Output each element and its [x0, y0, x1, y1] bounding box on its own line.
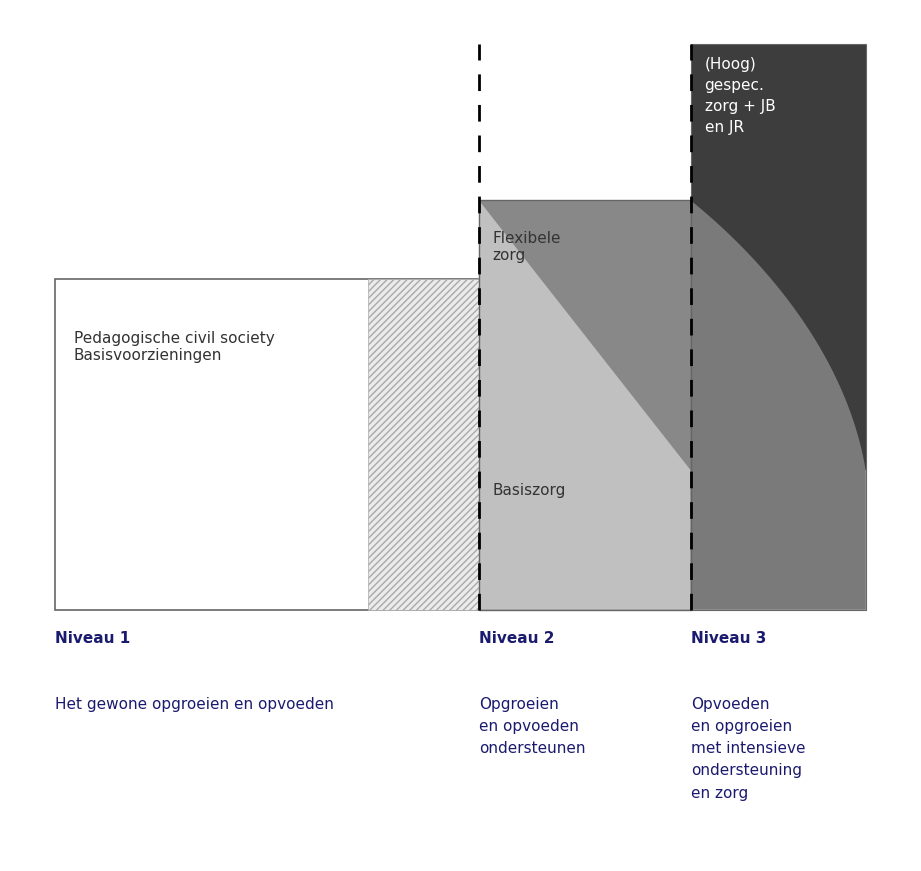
Bar [55, 279, 479, 610]
Bar [479, 200, 691, 610]
Text: Opgroeien
en opvoeden
ondersteunen: Opgroeien en opvoeden ondersteunen [479, 697, 586, 756]
Polygon shape [479, 200, 691, 610]
Text: Opvoeden
en opgroeien
met intensieve
ondersteuning
en zorg: Opvoeden en opgroeien met intensieve ond… [691, 697, 805, 800]
Text: Niveau 3: Niveau 3 [691, 631, 766, 646]
Text: Basiszorg: Basiszorg [493, 483, 566, 498]
Text: Flexibele
zorg: Flexibele zorg [493, 231, 561, 263]
Text: Pedagogische civil society
Basisvoorzieningen: Pedagogische civil society Basisvoorzien… [74, 331, 274, 363]
Bar [691, 44, 866, 610]
Text: Niveau 1: Niveau 1 [55, 631, 131, 646]
Bar [691, 470, 866, 610]
Bar [479, 200, 691, 610]
Bar [691, 44, 866, 610]
Text: (Hoog)
gespec.
zorg + JB
en JR: (Hoog) gespec. zorg + JB en JR [705, 57, 775, 135]
Polygon shape [691, 200, 866, 610]
Text: Het gewone opgroeien en opvoeden: Het gewone opgroeien en opvoeden [55, 697, 334, 712]
Bar [368, 279, 479, 610]
Text: Niveau 2: Niveau 2 [479, 631, 554, 646]
